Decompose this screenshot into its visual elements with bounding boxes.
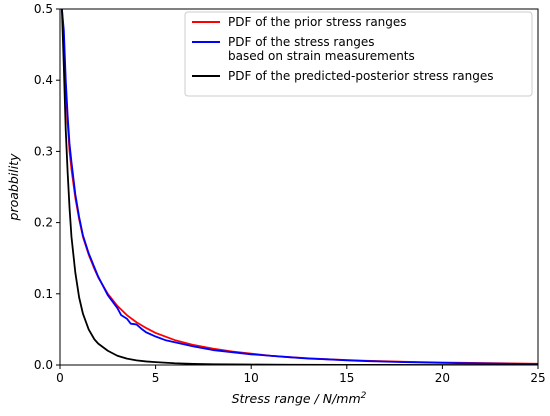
x-tick-label: 25 xyxy=(530,371,545,385)
x-tick-label: 5 xyxy=(152,371,160,385)
x-axis-label-text: Stress range / N/mm xyxy=(232,391,361,406)
x-axis: 0 5 10 15 20 25 xyxy=(56,365,546,385)
y-tick-label: 0.0 xyxy=(34,358,53,372)
plot-frame xyxy=(59,8,539,366)
x-tick-label: 10 xyxy=(244,371,259,385)
series-line-1 xyxy=(60,9,538,365)
y-tick-label: 0.3 xyxy=(34,144,53,158)
x-tick-label: 15 xyxy=(339,371,354,385)
legend-label-1: PDF of the stress ranges based on strain … xyxy=(228,35,415,63)
x-tick-label: 20 xyxy=(435,371,450,385)
legend-box xyxy=(184,11,533,97)
y-axis: 0.0 0.1 0.2 0.3 0.4 0.5 xyxy=(34,2,60,372)
legend-items: PDF of the prior stress ranges PDF of the… xyxy=(192,15,493,83)
legend: PDF of the prior stress ranges PDF of the… xyxy=(184,11,533,97)
x-axis-label: Stress range / N/mm2 xyxy=(232,391,367,406)
y-tick-label: 0.2 xyxy=(34,216,53,230)
y-axis-label: proabbility xyxy=(6,153,21,222)
legend-label-0: PDF of the prior stress ranges xyxy=(228,15,407,29)
x-tick-label: 0 xyxy=(56,371,64,385)
legend-label-2: PDF of the predicted-posterior stress ra… xyxy=(228,69,493,83)
x-axis-label-sup: 2 xyxy=(361,391,367,401)
y-tick-label: 0.5 xyxy=(34,2,53,16)
y-tick-label: 0.1 xyxy=(34,287,53,301)
y-tick-label: 0.4 xyxy=(34,73,53,87)
